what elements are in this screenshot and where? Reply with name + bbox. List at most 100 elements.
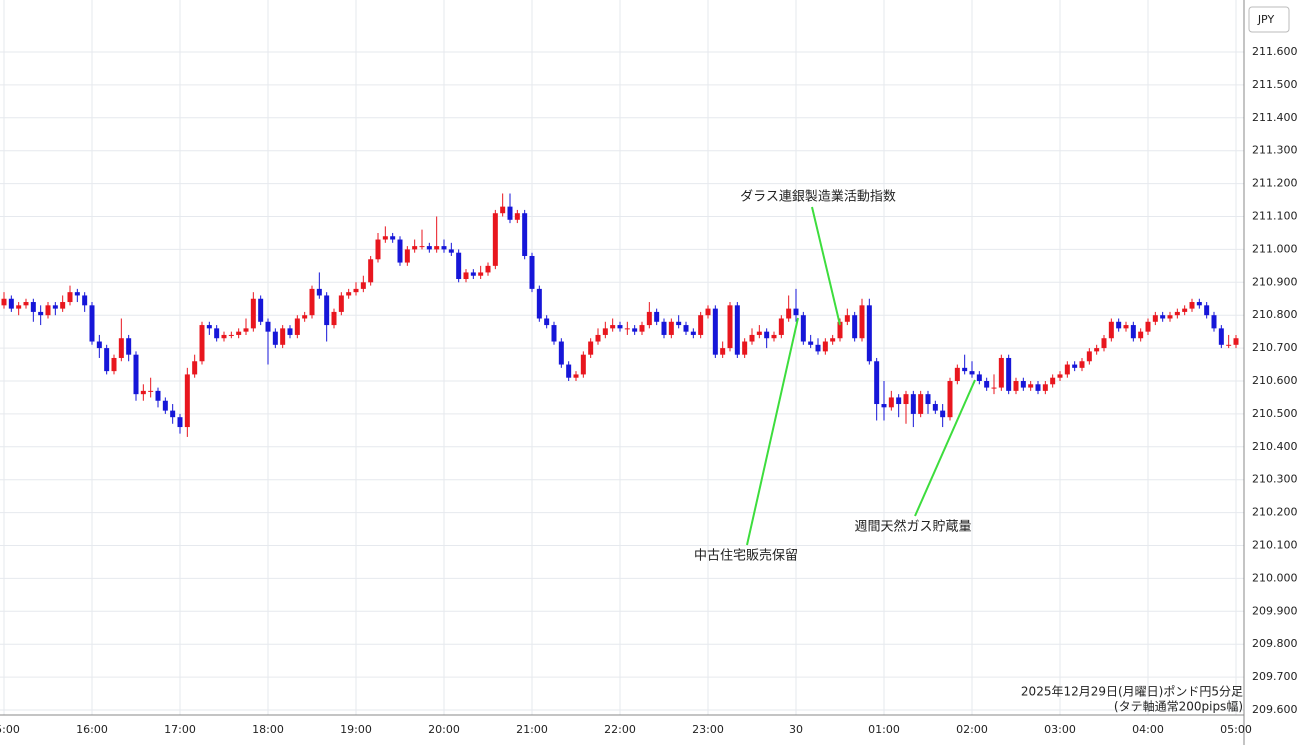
candle-body — [360, 282, 366, 289]
candle-body — [294, 318, 300, 335]
candle-body — [639, 325, 645, 332]
candle-body — [668, 321, 674, 335]
y-tick-label: 210.500 — [1252, 407, 1298, 420]
candle-body — [302, 315, 308, 319]
candle-body — [954, 367, 960, 381]
candle-body — [1020, 381, 1026, 388]
candle-body — [1, 298, 7, 306]
candle-body — [529, 255, 535, 289]
candle-body — [1123, 325, 1129, 329]
candle-body — [382, 236, 388, 240]
currency-label: JPY — [1257, 13, 1275, 26]
candle-body — [1138, 331, 1144, 339]
candle-body — [705, 308, 711, 316]
candle-body — [74, 292, 80, 296]
candle-body — [478, 272, 484, 276]
candle-body — [566, 364, 572, 378]
candle-body — [470, 272, 476, 276]
candle-body — [170, 410, 176, 418]
candle-body — [720, 348, 726, 355]
candle-body — [514, 213, 520, 220]
candle-body — [830, 338, 836, 342]
candle-body — [82, 295, 88, 306]
annotation-line — [746, 317, 799, 546]
candle-body — [852, 315, 858, 339]
plot — [1, 193, 1239, 437]
candle-body — [1160, 315, 1166, 319]
y-tick-label: 210.300 — [1252, 473, 1298, 486]
candle-body — [1013, 381, 1019, 391]
y-tick-label: 209.700 — [1252, 670, 1298, 683]
annotations: ダラス連銀製造業活動指数 中古住宅販売保留 週間天然ガス貯蔵量 — [694, 189, 976, 564]
y-tick-label: 210.100 — [1252, 539, 1298, 552]
candle-body — [346, 292, 352, 296]
candle-body — [617, 325, 623, 329]
candle-body — [1064, 364, 1070, 375]
currency-box — [1248, 6, 1290, 33]
candle-body — [111, 357, 117, 372]
candle-body — [815, 344, 821, 352]
y-tick-label: 210.000 — [1252, 571, 1298, 584]
candle-body — [822, 341, 828, 352]
candle-body — [932, 404, 938, 411]
y-tick-label: 209.600 — [1252, 703, 1298, 716]
candle-body — [199, 325, 205, 362]
candle-body — [52, 305, 58, 309]
candle-body — [940, 410, 946, 418]
candle-body — [764, 331, 770, 339]
candle-body — [1050, 377, 1056, 385]
candle-body — [690, 331, 696, 335]
x-tick-label: 18:00 — [252, 723, 284, 736]
candle-body — [368, 259, 374, 283]
y-tick-label: 211.400 — [1252, 111, 1298, 124]
candle-body — [1086, 351, 1092, 362]
candle-body — [984, 381, 990, 388]
candle-body — [742, 341, 748, 355]
candle-body — [1072, 364, 1078, 368]
candle-body — [353, 288, 359, 293]
candle-body — [104, 348, 110, 372]
candle-body — [184, 374, 190, 428]
candle-body — [558, 341, 564, 365]
candle-body — [60, 302, 66, 309]
candle-body — [243, 328, 249, 332]
x-tick-label: 01:00 — [868, 723, 900, 736]
x-tick-label: 04:00 — [1132, 723, 1164, 736]
x-tick-label: 19:00 — [340, 723, 372, 736]
candle-body — [859, 305, 865, 339]
candle-body — [426, 246, 432, 250]
candle-body — [1204, 305, 1210, 316]
candle-body — [947, 381, 953, 418]
candle-body — [976, 374, 982, 381]
x-tick-label: 20:00 — [428, 723, 460, 736]
x-tick-label: 03:00 — [1044, 723, 1076, 736]
candle-body — [1028, 384, 1034, 388]
candle-body — [441, 246, 447, 250]
candle-body — [214, 328, 220, 339]
candle-body — [258, 298, 264, 322]
x-tick-label: 02:00 — [956, 723, 988, 736]
y-tick-label: 211.300 — [1252, 144, 1298, 157]
candle-body — [30, 302, 36, 312]
candle-body — [544, 318, 550, 326]
candle-body — [1035, 384, 1041, 391]
candle-body — [1174, 311, 1180, 316]
candle-body — [434, 246, 440, 250]
y-tick-label: 210.900 — [1252, 275, 1298, 288]
candle-body — [206, 325, 212, 329]
y-tick-label: 211.000 — [1252, 242, 1298, 255]
candle-body — [1182, 308, 1188, 312]
candle-body — [903, 394, 909, 405]
candle-body — [632, 328, 638, 332]
y-tick-label: 209.900 — [1252, 604, 1298, 617]
candle-body — [23, 302, 29, 306]
candle-body — [793, 308, 799, 316]
candle-body — [654, 311, 660, 322]
candle-body — [551, 325, 557, 342]
candle-body — [837, 321, 843, 339]
candle-body — [8, 298, 14, 309]
candle-body — [16, 305, 22, 309]
y-tick-label: 211.500 — [1252, 78, 1298, 91]
candle-body — [646, 311, 652, 326]
